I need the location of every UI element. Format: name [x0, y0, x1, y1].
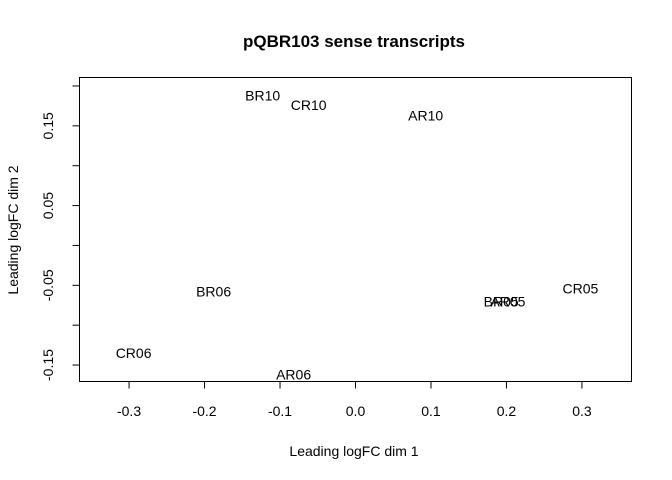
plot-frame — [79, 77, 632, 382]
x-tick-label: -0.1 — [268, 403, 292, 419]
y-axis-label: Leading logFC dim 2 — [5, 165, 21, 294]
point-label: CR10 — [291, 97, 327, 113]
y-tick-label: -0.05 — [40, 269, 56, 301]
point-label: BR10 — [245, 88, 280, 104]
y-tick-label: 0.05 — [40, 192, 56, 219]
point-label: AR05 — [490, 293, 525, 309]
point-label: CR05 — [563, 281, 599, 297]
y-tick-label: 0.15 — [40, 112, 56, 139]
point-label: CR06 — [116, 345, 152, 361]
point-label: AR10 — [408, 107, 443, 123]
x-tick-label: 0.2 — [497, 403, 517, 419]
x-axis: -0.3 -0.2 -0.1 0.0 0.1 0.2 0.3 — [117, 381, 592, 419]
point-label: BR05 — [484, 293, 519, 309]
point-label: BR06 — [196, 284, 231, 300]
x-tick-label: -0.2 — [192, 403, 216, 419]
chart-title: pQBR103 sense transcripts — [243, 32, 465, 51]
y-tick-label: -0.15 — [40, 349, 56, 381]
x-tick-label: 0.0 — [346, 403, 366, 419]
x-tick-label: 0.1 — [421, 403, 441, 419]
x-tick-label: -0.3 — [117, 403, 141, 419]
x-tick-label: 0.3 — [572, 403, 592, 419]
point-label: AR06 — [276, 367, 311, 383]
x-axis-label: Leading logFC dim 1 — [289, 443, 418, 459]
y-axis: -0.15 -0.05 0.05 0.15 — [40, 85, 80, 381]
